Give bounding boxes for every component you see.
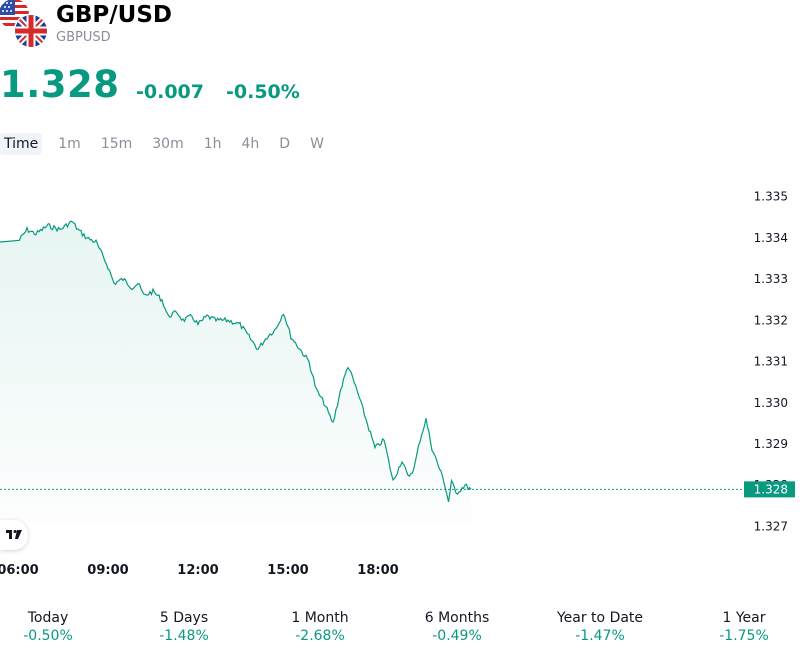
- perf-value: -1.75%: [719, 628, 769, 644]
- tradingview-icon: [6, 530, 22, 539]
- perf-1-year[interactable]: 1 Year -1.75%: [679, 610, 800, 644]
- y-tick-label: 1.335: [754, 190, 788, 204]
- tab-30m[interactable]: 30m: [152, 136, 184, 152]
- x-tick-label: 06:00: [0, 563, 39, 578]
- last-price: 1.328: [0, 63, 120, 106]
- perf-value: -0.49%: [432, 628, 482, 644]
- tab-1h[interactable]: 1h: [203, 136, 222, 152]
- x-tick-label: 18:00: [357, 563, 398, 578]
- x-axis: 06:00 09:00 12:00 15:00 18:00: [0, 563, 399, 578]
- perf-value: -2.68%: [295, 628, 345, 644]
- perf-label: 1 Month: [291, 610, 349, 626]
- x-tick-label: 12:00: [177, 563, 218, 578]
- perf-label: 1 Year: [722, 610, 766, 626]
- y-tick-label: 1.333: [754, 272, 788, 286]
- perf-value: -1.47%: [575, 628, 625, 644]
- y-tick-label: 1.331: [754, 355, 788, 369]
- perf-today[interactable]: Today -0.50%: [0, 610, 113, 644]
- y-tick-label: 1.329: [754, 437, 788, 451]
- currency-flags: [0, 0, 49, 49]
- perf-value: -1.48%: [159, 628, 209, 644]
- x-tick-label: 15:00: [267, 563, 308, 578]
- perf-label: 5 Days: [159, 610, 209, 626]
- last-price-tag-text: 1.328: [754, 482, 788, 496]
- us-flag-icon: [0, 0, 29, 29]
- perf-year-to-date[interactable]: Year to Date -1.47%: [535, 610, 665, 644]
- performance-row: Today -0.50% 5 Days -1.48% 1 Month -2.68…: [0, 610, 800, 650]
- tradingview-logo[interactable]: [0, 520, 28, 550]
- y-tick-label: 1.330: [754, 396, 788, 410]
- perf-6-months[interactable]: 6 Months -0.49%: [392, 610, 522, 644]
- price-change-percent: -0.50%: [226, 81, 300, 103]
- tab-d[interactable]: D: [279, 136, 291, 152]
- perf-label: Today: [27, 610, 69, 626]
- x-tick-label: 09:00: [87, 563, 128, 578]
- last-price-label: 1.328: [744, 481, 795, 498]
- y-tick-label: 1.334: [754, 231, 788, 245]
- perf-value: -0.50%: [23, 628, 73, 644]
- pair-symbol: GBPUSD: [56, 30, 111, 45]
- price-change: -0.007: [136, 81, 204, 103]
- pair-title: GBP/USD: [56, 2, 172, 28]
- tab-4h[interactable]: 4h: [241, 136, 260, 152]
- perf-label: 6 Months: [424, 610, 490, 626]
- last-price-tag: [744, 481, 795, 498]
- y-tick-label: 1.332: [754, 313, 788, 327]
- tab-1m[interactable]: 1m: [58, 136, 81, 152]
- perf-label: Year to Date: [556, 610, 644, 626]
- tab-w[interactable]: W: [310, 136, 324, 152]
- perf-5-days[interactable]: 5 Days -1.48%: [119, 610, 249, 644]
- tab-time[interactable]: Time: [0, 133, 43, 155]
- interval-tabs: Time 1m 15m 30m 1h 4h D W: [0, 132, 340, 156]
- y-tick-label: 1.327: [754, 519, 788, 533]
- price-area: [0, 221, 471, 522]
- perf-1-month[interactable]: 1 Month -2.68%: [255, 610, 385, 644]
- price-line: [0, 220, 472, 503]
- tab-15m[interactable]: 15m: [100, 136, 133, 152]
- price-chart[interactable]: 1.335 1.334 1.333 1.332 1.331 1.330 1.329 1.328…: [0, 160, 800, 600]
